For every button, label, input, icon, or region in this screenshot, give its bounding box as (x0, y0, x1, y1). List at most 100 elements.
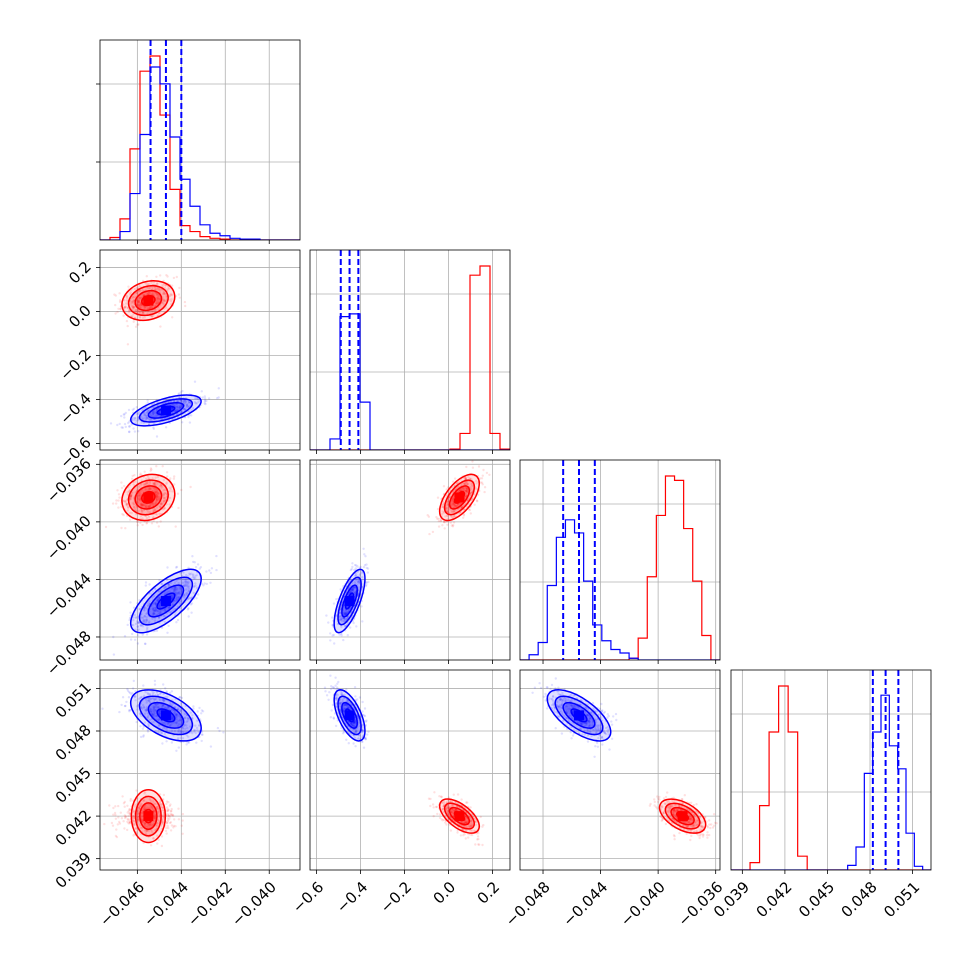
sample-point (463, 821, 466, 824)
sample-point (437, 519, 441, 523)
sample-point (139, 725, 142, 728)
sample-point (128, 812, 131, 815)
sample-point (130, 511, 133, 515)
sample-point (129, 638, 133, 641)
sample-point (160, 485, 163, 488)
sample-point (341, 693, 344, 696)
sample-point (133, 474, 136, 477)
sample-point (185, 593, 189, 596)
sample-point (177, 807, 180, 810)
sample-point (355, 573, 358, 576)
sample-point (470, 483, 473, 486)
sample-point (138, 285, 141, 288)
sample-point (361, 728, 364, 732)
sample-point (138, 494, 141, 497)
sample-point (162, 722, 165, 725)
sample-point (339, 701, 342, 704)
sample-point (147, 307, 150, 310)
sample-point (361, 576, 364, 579)
sample-point (177, 708, 180, 711)
sample-point (192, 705, 195, 708)
sample-point (146, 715, 150, 718)
sample-point (469, 822, 473, 825)
sample-point (152, 509, 156, 513)
sample-point (332, 633, 335, 637)
sample-point (123, 306, 126, 309)
sample-point (470, 824, 473, 828)
sample-point (446, 510, 449, 513)
sample-point (155, 805, 159, 809)
sample-point (140, 813, 143, 817)
sample-point (124, 815, 128, 818)
sample-point (143, 619, 146, 622)
histogram-step-series-1 (520, 519, 720, 660)
sample-point (137, 628, 140, 631)
histogram-panel-1 (310, 250, 510, 450)
density-peak-series-0 (143, 295, 154, 306)
sample-point (124, 305, 127, 308)
sample-point (200, 390, 203, 393)
sample-point (456, 503, 460, 506)
sample-point (148, 418, 151, 421)
sample-point (136, 418, 140, 421)
sample-point (165, 591, 168, 595)
sample-point (181, 819, 184, 822)
sample-point (448, 508, 451, 511)
sample-point (470, 833, 474, 837)
sample-point (203, 399, 207, 402)
sample-point (186, 405, 189, 408)
sample-point (193, 401, 196, 404)
sample-point (139, 473, 142, 477)
sample-point (360, 571, 364, 574)
sample-point (447, 486, 450, 489)
sample-point (146, 626, 149, 629)
sample-point (177, 719, 180, 723)
sample-point (132, 407, 136, 410)
sample-point (440, 795, 443, 799)
sample-point (148, 620, 151, 623)
sample-point (328, 691, 331, 694)
sample-point (175, 721, 178, 724)
sample-point (155, 506, 159, 509)
sample-point (155, 496, 158, 499)
sample-point (365, 581, 368, 584)
sample-point (103, 822, 106, 826)
sample-point (155, 805, 159, 809)
sample-point (139, 696, 143, 699)
sample-point (189, 711, 192, 714)
sample-point (478, 843, 481, 846)
sample-point (176, 618, 180, 622)
sample-point (185, 734, 189, 737)
sample-point (152, 710, 156, 714)
sample-point (155, 413, 158, 416)
sample-point (331, 616, 334, 619)
sample-point (148, 798, 151, 801)
sample-point (153, 708, 156, 711)
sample-point (138, 607, 141, 611)
sample-point (452, 480, 455, 483)
sample-point (347, 742, 350, 745)
sample-point (161, 820, 164, 824)
sample-point (469, 825, 473, 828)
sample-point (149, 467, 153, 470)
sample-point (466, 487, 469, 490)
sample-point (150, 824, 153, 827)
sample-point (335, 702, 338, 705)
sample-point (464, 837, 467, 840)
sample-point (481, 474, 484, 477)
sample-point (436, 812, 439, 816)
sample-point (482, 823, 485, 827)
sample-point (195, 726, 199, 730)
sample-point (172, 276, 176, 280)
sample-point (160, 582, 164, 585)
sample-point (131, 418, 134, 421)
sample-point (438, 816, 442, 820)
sample-point (169, 294, 172, 297)
density-peak-series-1 (160, 405, 171, 416)
sample-point (157, 724, 161, 728)
sample-point (143, 483, 146, 486)
sample-point (364, 736, 367, 739)
sample-point (120, 703, 123, 707)
sample-point (152, 609, 156, 613)
sample-point (160, 582, 163, 586)
